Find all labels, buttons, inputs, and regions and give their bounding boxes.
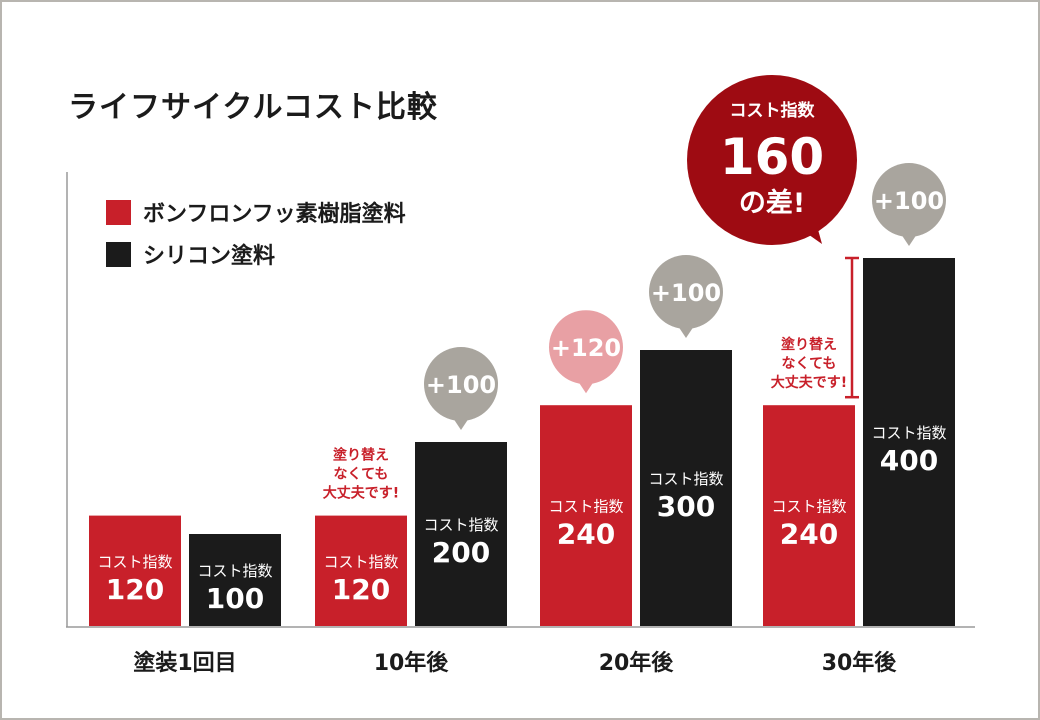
increment-text-2: +100	[651, 279, 721, 307]
bar-value-0-1: 120	[332, 573, 390, 606]
increment-bubble-0	[424, 347, 498, 421]
bar-caption-1-0: コスト指数	[197, 562, 272, 580]
legend-item-fluorine: ボンフロンフッ素樹脂塗料	[106, 198, 406, 227]
note-line-0-0: 塗り替え	[333, 447, 389, 464]
bar-caption-1-3: コスト指数	[871, 424, 946, 442]
category-label-0: 塗装1回目	[133, 650, 236, 676]
bar-value-1-3: 400	[880, 444, 938, 477]
note-line-0-1: なくても	[334, 467, 389, 483]
difference-bubble	[687, 75, 857, 245]
bar-1-2	[640, 350, 732, 626]
bar-caption-1-2: コスト指数	[648, 470, 723, 488]
legend-item-silicone: シリコン塗料	[106, 240, 276, 269]
increment-text-1: +120	[551, 334, 621, 362]
bar-value-1-0: 100	[206, 582, 264, 615]
legend-swatch-red	[106, 199, 131, 225]
bar-0-2	[540, 405, 632, 626]
category-label-3: 30年後	[822, 650, 898, 676]
bar-value-0-0: 120	[106, 573, 164, 606]
difference-value: 160	[720, 128, 824, 186]
bar-caption-0-3: コスト指数	[771, 498, 846, 516]
legend-label-silicone: シリコン塗料	[143, 244, 276, 269]
bar-1-0	[189, 534, 281, 626]
bar-caption-0-0: コスト指数	[97, 553, 172, 571]
category-label-2: 20年後	[599, 650, 675, 676]
bar-0-0	[89, 515, 181, 626]
increment-bubble-3	[872, 163, 946, 237]
bar-value-1-2: 300	[657, 490, 715, 523]
note-line-1-1: なくても	[782, 356, 837, 372]
legend-swatch-black	[106, 241, 131, 267]
category-label-1: 10年後	[374, 650, 450, 676]
bar-0-3	[763, 405, 855, 626]
increment-bubble-1	[549, 310, 623, 385]
bar-value-1-1: 200	[432, 536, 490, 569]
increment-text-3: +100	[874, 187, 944, 215]
bar-caption-1-1: コスト指数	[423, 516, 498, 534]
note-line-1-0: 塗り替え	[781, 336, 837, 353]
chart-title: ライフサイクルコスト比較	[68, 90, 438, 125]
increment-bubble-2	[649, 255, 723, 329]
bar-caption-0-1: コスト指数	[323, 553, 398, 571]
note-line-0-2: 大丈夫です!	[323, 485, 399, 502]
difference-suffix: の差!	[739, 187, 805, 219]
bar-1-3	[863, 258, 955, 626]
bar-0-1	[315, 515, 407, 626]
note-line-1-2: 大丈夫です!	[771, 374, 847, 391]
difference-label: コスト指数	[730, 100, 816, 121]
bar-value-0-3: 240	[780, 518, 838, 551]
bar-1-1	[415, 442, 507, 626]
legend-label-fluorine: ボンフロンフッ素樹脂塗料	[143, 202, 406, 227]
increment-text-0: +100	[426, 371, 496, 399]
bar-value-0-2: 240	[557, 518, 615, 551]
bar-caption-0-2: コスト指数	[548, 498, 623, 516]
